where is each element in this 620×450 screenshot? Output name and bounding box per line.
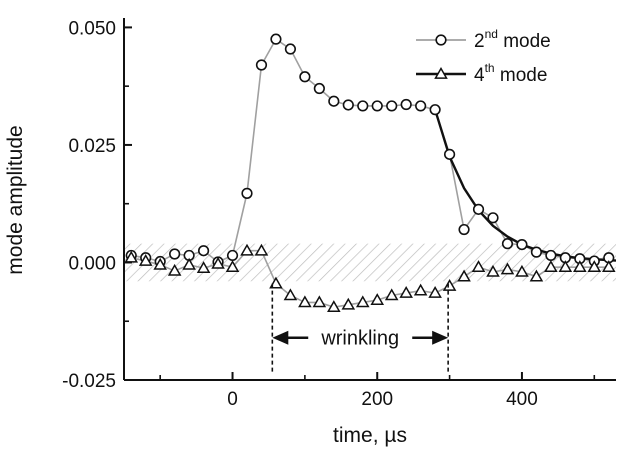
series-2-point — [370, 293, 385, 305]
series-2-point — [167, 263, 182, 276]
series-2-point — [587, 260, 602, 273]
series-2-point — [515, 264, 529, 277]
series-2-point — [182, 257, 196, 270]
series-2-point — [283, 288, 298, 301]
series-1-point — [501, 238, 514, 250]
series-2-point — [601, 260, 616, 273]
series-2-point — [341, 297, 356, 310]
series-2-point — [327, 300, 341, 313]
series-2-point — [399, 286, 413, 298]
series-1-point — [386, 100, 398, 112]
series-1-point — [342, 99, 354, 111]
series-1-point — [415, 100, 427, 112]
series-1-point — [226, 249, 239, 262]
series-2-point — [544, 260, 558, 273]
series-1-point — [487, 212, 499, 224]
x-tick-label: 200 — [361, 389, 393, 410]
wrinkling-label: wrinkling — [320, 328, 399, 350]
fit-curve — [433, 109, 616, 262]
wrinkling-arrowhead-right — [432, 330, 449, 345]
series-2-point — [211, 256, 225, 269]
series-1-point — [530, 246, 543, 258]
series-1-point — [241, 187, 253, 199]
series-2-point — [413, 283, 428, 296]
series-1-point — [443, 148, 456, 160]
series-2-point — [573, 260, 587, 273]
series-1-point — [472, 203, 485, 215]
legend-label-1: 2nd mode — [474, 27, 551, 52]
series-1-point — [270, 33, 282, 45]
series-2-point — [457, 269, 471, 282]
series-2-point — [500, 262, 515, 275]
y-tick-label: 0.025 — [68, 136, 116, 157]
series-1-point — [284, 43, 297, 55]
series-1-point — [429, 104, 441, 116]
legend: 2nd mode 4th mode — [416, 27, 551, 86]
noise-band — [124, 243, 616, 282]
series-1-point — [357, 100, 369, 112]
series-2-point — [442, 278, 457, 291]
series-1-point — [169, 248, 181, 260]
series-1-point — [299, 71, 311, 83]
y-tick-label: -0.025 — [62, 371, 116, 392]
series-1-point — [371, 100, 383, 112]
legend-marker-2 — [434, 66, 448, 79]
series-2-point — [225, 260, 240, 273]
series-2-point — [428, 286, 442, 298]
series-2-point — [384, 288, 399, 301]
series-1-point — [458, 223, 470, 236]
series-2-point — [254, 243, 269, 256]
series-2-point — [312, 295, 327, 308]
y-tick-label: 0.050 — [68, 18, 116, 39]
y-axis-title: mode amplitude — [4, 125, 27, 274]
series-1-point — [197, 245, 210, 257]
series-line-2 — [131, 249, 609, 308]
series-2-point — [196, 261, 211, 273]
x-axis-title: time, µs — [333, 424, 407, 447]
series-1-point — [516, 239, 528, 251]
series-2-point — [240, 243, 254, 256]
series-1-point — [328, 95, 340, 107]
series-2-point — [471, 260, 486, 273]
series-2-point — [486, 264, 500, 277]
series-1-point — [545, 249, 557, 262]
wrinkling-arrowhead-left — [272, 330, 289, 345]
legend-marker-1 — [435, 34, 447, 46]
y-tick-label: 0.000 — [68, 253, 116, 274]
series-2-point — [355, 295, 370, 308]
series-2-point — [153, 257, 167, 270]
legend-label-2: 4th mode — [474, 61, 547, 86]
series-2-point — [529, 269, 544, 282]
series-2-point — [269, 276, 283, 289]
series-1-point — [400, 98, 412, 111]
series-1-point — [313, 82, 325, 95]
x-tick-label: 0 — [227, 389, 238, 410]
series-2-point — [298, 295, 312, 308]
series-2-point — [138, 254, 153, 266]
series-2-point — [558, 260, 573, 273]
x-tick-label: 400 — [506, 389, 538, 410]
series-1-point — [255, 59, 268, 71]
